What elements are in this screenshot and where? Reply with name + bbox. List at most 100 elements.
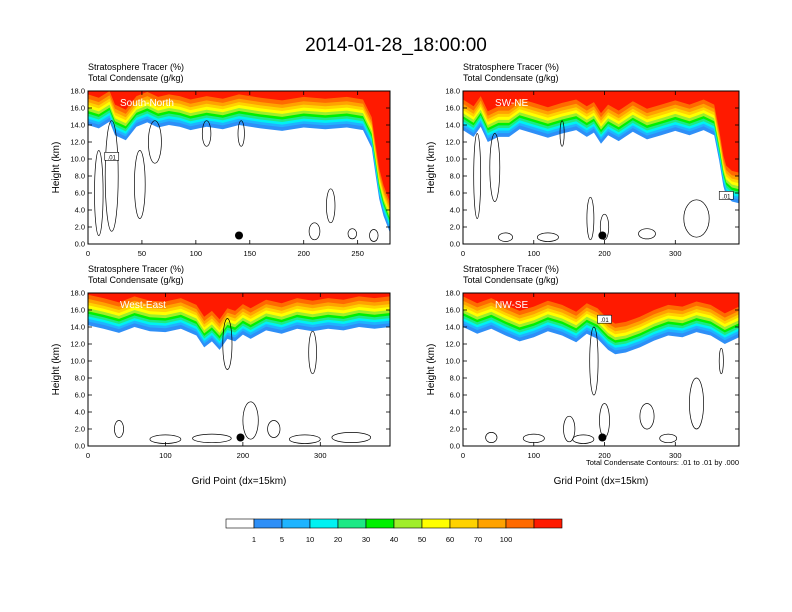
contour-line — [718, 347, 724, 375]
colorbar-label: 20 — [334, 535, 342, 544]
x-tick-label: 0 — [86, 451, 90, 460]
tracer-band-1 — [88, 91, 390, 233]
y-tick-label: 10.0 — [70, 357, 85, 366]
y-tick-label: 4.0 — [75, 206, 85, 215]
colorbar-swatch — [309, 518, 339, 529]
x-axis-label: Grid Point (dx=15km) — [554, 476, 649, 487]
panel-2: Stratosphere Tracer (%)Total Condensate … — [426, 62, 740, 258]
plot-frame — [87, 292, 391, 447]
contour-line — [683, 199, 710, 238]
contour-line — [485, 432, 498, 443]
colorbar-label: 1 — [252, 535, 256, 544]
contour-line — [599, 213, 610, 241]
contour-label-box — [597, 314, 612, 324]
location-marker — [598, 231, 607, 240]
x-tick-label: 200 — [598, 451, 611, 460]
y-tick-label: 10.0 — [445, 357, 460, 366]
y-tick-label: 8.0 — [75, 374, 85, 383]
y-axis-label: Height (km) — [51, 142, 62, 194]
location-marker — [235, 231, 243, 240]
colorbar-label: 60 — [446, 535, 454, 544]
panel-subtitle: Total Condensate (g/kg) — [463, 275, 559, 285]
plot-frame — [462, 90, 740, 245]
contour-line — [331, 432, 372, 443]
y-axis-label: Height (km) — [426, 344, 437, 396]
contour-line — [308, 222, 321, 241]
panel-1: Stratosphere Tracer (%)Total Condensate … — [51, 62, 391, 258]
y-tick-label: 16.0 — [445, 104, 460, 113]
x-tick-label: 200 — [598, 249, 611, 258]
colorbar-swatch — [225, 518, 255, 529]
y-tick-label: 18.0 — [70, 87, 85, 96]
panel-3: Stratosphere Tracer (%)Total Condensate … — [51, 264, 391, 487]
tracer-band-11 — [88, 91, 390, 203]
y-tick-label: 2.0 — [450, 425, 460, 434]
y-tick-label: 0.0 — [75, 240, 85, 249]
contour-line — [242, 401, 259, 440]
contour-line — [201, 120, 212, 147]
tracer-band-11 — [88, 293, 390, 320]
colorbar-swatch — [337, 518, 367, 529]
location-marker — [598, 433, 607, 442]
y-tick-label: 6.0 — [450, 391, 460, 400]
colorbar-swatch — [505, 518, 535, 529]
location-marker — [236, 433, 245, 442]
x-tick-label: 300 — [669, 249, 682, 258]
plot-frame — [462, 292, 740, 447]
y-tick-label: 14.0 — [70, 323, 85, 332]
x-tick-label: 0 — [461, 451, 465, 460]
contour-note: Total Condensate Contours: .01 to .01 by… — [586, 458, 739, 467]
y-tick-label: 16.0 — [70, 104, 85, 113]
colorbar-swatch — [281, 518, 311, 529]
panel-label: West-East — [120, 300, 166, 311]
panel-subtitle: Stratosphere Tracer (%) — [463, 62, 559, 72]
tracer-band-11 — [463, 91, 739, 173]
y-tick-label: 6.0 — [75, 189, 85, 198]
x-tick-label: 150 — [244, 249, 257, 258]
panel-4: Stratosphere Tracer (%)Total Condensate … — [426, 264, 740, 487]
y-tick-label: 14.0 — [445, 121, 460, 130]
contour-line — [659, 433, 678, 444]
x-tick-label: 300 — [314, 451, 327, 460]
contour-line — [536, 232, 559, 242]
y-tick-label: 4.0 — [450, 206, 460, 215]
contour-line — [589, 326, 599, 396]
y-tick-label: 6.0 — [75, 391, 85, 400]
x-tick-label: 50 — [138, 249, 146, 258]
y-tick-label: 0.0 — [75, 442, 85, 451]
contour-line — [94, 150, 104, 236]
y-tick-label: 12.0 — [70, 138, 85, 147]
x-tick-label: 100 — [528, 249, 541, 258]
y-tick-label: 0.0 — [450, 442, 460, 451]
colorbar-swatch — [365, 518, 395, 529]
contour-line — [563, 415, 576, 443]
contour-line — [308, 330, 317, 375]
panel-label: NW-SE — [495, 300, 528, 311]
y-tick-label: 12.0 — [70, 340, 85, 349]
x-tick-label: 100 — [159, 451, 172, 460]
contour-line — [104, 120, 119, 232]
contour-line — [638, 228, 656, 240]
contour-line — [148, 120, 162, 164]
condensate-contours: .01 — [94, 120, 379, 242]
colorbar-label: 100 — [500, 535, 513, 544]
colorbar-swatch — [533, 518, 563, 529]
panel-label: SW-NE — [495, 98, 528, 109]
panel-label: South-North — [120, 98, 174, 109]
y-tick-label: 18.0 — [70, 289, 85, 298]
colorbar: 1 5 10 20 30 40 50 60 70 100 — [225, 518, 563, 544]
colorbar-swatch — [393, 518, 423, 529]
colorbar-label: 70 — [474, 535, 482, 544]
y-tick-label: 2.0 — [450, 223, 460, 232]
colorbar-swatch — [477, 518, 507, 529]
contour-line — [498, 232, 513, 242]
figure-title: 2014-01-28_18:00:00 — [305, 35, 487, 56]
y-tick-label: 10.0 — [445, 155, 460, 164]
y-tick-label: 16.0 — [70, 306, 85, 315]
colorbar-swatch — [421, 518, 451, 529]
tracer-field — [88, 293, 390, 446]
plot-frame — [87, 90, 391, 245]
contour-line — [369, 229, 379, 242]
contour-line — [267, 420, 281, 438]
